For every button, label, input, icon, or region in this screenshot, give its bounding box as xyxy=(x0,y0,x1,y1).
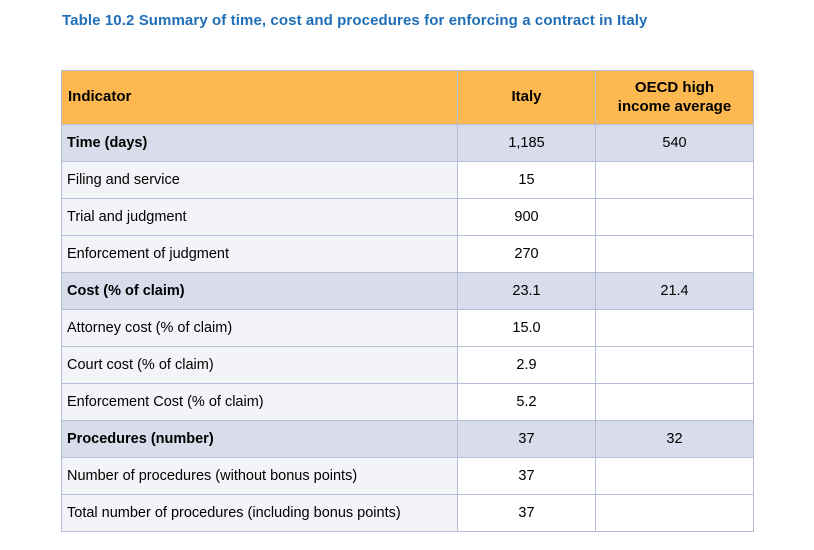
cell-oecd: 21.4 xyxy=(595,272,754,310)
cell-oecd xyxy=(595,161,754,199)
cell-indicator: Enforcement Cost (% of claim) xyxy=(61,383,458,421)
table-row: Number of procedures (without bonus poin… xyxy=(61,457,754,495)
header-cell-oecd: OECD high income average xyxy=(595,70,754,125)
cell-oecd xyxy=(595,494,754,532)
table-row: Procedures (number) 37 32 xyxy=(61,420,754,458)
table-row: Time (days) 1,185 540 xyxy=(61,124,754,162)
cell-indicator: Filing and service xyxy=(61,161,458,199)
cell-italy: 37 xyxy=(457,420,596,458)
cell-oecd xyxy=(595,383,754,421)
cell-italy: 37 xyxy=(457,457,596,495)
cell-oecd xyxy=(595,198,754,236)
table-row: Cost (% of claim) 23.1 21.4 xyxy=(61,272,754,310)
header-cell-indicator: Indicator xyxy=(61,70,458,125)
table-body: Time (days) 1,185 540 Filing and service 15 T… xyxy=(61,124,754,532)
cell-indicator: Trial and judgment xyxy=(61,198,458,236)
cell-oecd: 32 xyxy=(595,420,754,458)
cell-indicator: Time (days) xyxy=(61,124,458,162)
cell-indicator: Total number of procedures (including bo… xyxy=(61,494,458,532)
table-row: Court cost (% of claim) 2.9 xyxy=(61,346,754,384)
cell-italy: 270 xyxy=(457,235,596,273)
cell-italy: 5.2 xyxy=(457,383,596,421)
cell-indicator: Court cost (% of claim) xyxy=(61,346,458,384)
cell-italy: 1,185 xyxy=(457,124,596,162)
table-caption: Table 10.2 Summary of time, cost and pro… xyxy=(62,12,648,29)
cell-italy: 900 xyxy=(457,198,596,236)
table-row: Total number of procedures (including bo… xyxy=(61,494,754,532)
cell-italy: 37 xyxy=(457,494,596,532)
cell-italy: 2.9 xyxy=(457,346,596,384)
cell-italy: 15.0 xyxy=(457,309,596,347)
table-row: Attorney cost (% of claim) 15.0 xyxy=(61,309,754,347)
cell-italy: 23.1 xyxy=(457,272,596,310)
header-cell-italy: Italy xyxy=(457,70,596,125)
table-row: Trial and judgment 900 xyxy=(61,198,754,236)
header-row: Indicator Italy OECD high income average xyxy=(61,70,754,125)
table-row: Enforcement Cost (% of claim) 5.2 xyxy=(61,383,754,421)
table-row: Enforcement of judgment 270 xyxy=(61,235,754,273)
cell-indicator: Attorney cost (% of claim) xyxy=(61,309,458,347)
cell-italy: 15 xyxy=(457,161,596,199)
table-row: Filing and service 15 xyxy=(61,161,754,199)
cell-oecd xyxy=(595,457,754,495)
cell-indicator: Number of procedures (without bonus poin… xyxy=(61,457,458,495)
cell-indicator: Enforcement of judgment xyxy=(61,235,458,273)
cell-oecd xyxy=(595,309,754,347)
cell-oecd: 540 xyxy=(595,124,754,162)
cell-oecd xyxy=(595,346,754,384)
cell-indicator: Cost (% of claim) xyxy=(61,272,458,310)
contract-enforcement-table: Indicator Italy OECD high income average… xyxy=(61,70,754,532)
cell-oecd xyxy=(595,235,754,273)
cell-indicator: Procedures (number) xyxy=(61,420,458,458)
